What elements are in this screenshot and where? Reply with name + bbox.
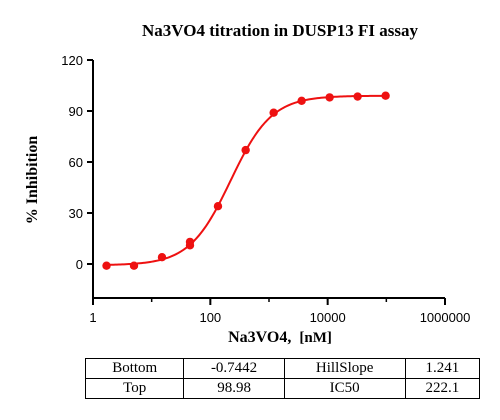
- data-points-layer: [102, 91, 390, 270]
- y-tick-label: 90: [69, 104, 83, 119]
- y-axis-label: % Inhibition: [24, 136, 41, 225]
- x-tick-label: 100: [199, 310, 221, 325]
- param-name: Bottom: [84, 358, 185, 379]
- params-table-row: Bottom -0.7442 HillSlope 1.241: [84, 358, 481, 379]
- data-point: [129, 261, 139, 270]
- data-point: [297, 96, 306, 106]
- y-tick-label: 120: [61, 53, 83, 68]
- y-tick-label: 60: [69, 155, 83, 170]
- axes: 0 30 60 90 120 1 100 10000 1000000: [61, 53, 470, 325]
- fit-curve: [106, 94, 386, 266]
- param-name: Top: [84, 378, 185, 399]
- data-point: [102, 261, 111, 270]
- params-table-row: Top 98.98 IC50 222.1: [84, 378, 481, 399]
- chart: Na3VO4 titration in DUSP13 FI assay % In…: [24, 21, 470, 346]
- data-point: [325, 93, 334, 102]
- chart-title: Na3VO4 titration in DUSP13 FI assay: [142, 21, 418, 40]
- x-axis-label: Na3VO4, [nM]: [228, 329, 332, 346]
- y-tick-label: 0: [76, 257, 83, 272]
- data-point: [157, 253, 167, 262]
- param-value: 1.241: [404, 358, 481, 379]
- param-value: 98.98: [183, 378, 285, 399]
- data-point: [381, 91, 390, 100]
- data-point: [269, 108, 278, 117]
- fit-curve-layer: [106, 94, 386, 266]
- y-tick-label: 30: [69, 206, 83, 221]
- x-axis-label-main: Na3VO4,: [228, 329, 291, 346]
- x-axis-label-unit: [nM]: [299, 330, 332, 346]
- x-tick-label: 1000000: [420, 310, 471, 325]
- param-name: HillSlope: [283, 358, 406, 379]
- data-point: [353, 92, 362, 101]
- param-value: 222.1: [404, 378, 481, 399]
- param-name: IC50: [283, 378, 406, 399]
- data-point: [213, 202, 223, 211]
- param-value: -0.7442: [183, 358, 285, 379]
- params-table: Bottom -0.7442 HillSlope 1.241 Top 98.98 IC50 2…: [84, 358, 481, 399]
- x-tick-label: 1: [89, 310, 96, 325]
- data-point: [241, 145, 250, 155]
- params-table-body: Bottom -0.7442 HillSlope 1.241 Top 98.98 IC50 2…: [84, 358, 481, 399]
- x-tick-label: 10000: [310, 310, 346, 325]
